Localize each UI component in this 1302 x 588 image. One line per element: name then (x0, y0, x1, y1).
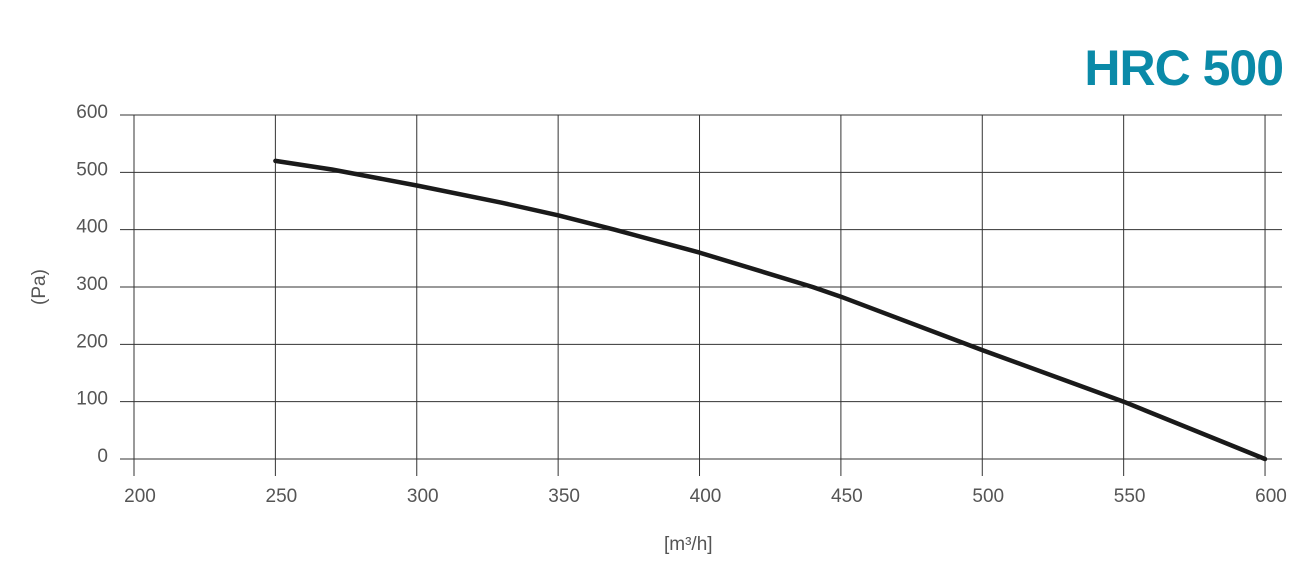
y-tick-label: 600 (76, 102, 108, 123)
x-axis-label: [m³/h] (664, 534, 713, 555)
y-tick-label: 500 (76, 159, 108, 180)
x-tick-label: 500 (972, 486, 1004, 507)
chart-title: HRC 500 (1084, 40, 1283, 96)
x-tick-label: 400 (690, 486, 722, 507)
x-tick-label: 200 (124, 486, 156, 507)
data-line (273, 158, 1268, 462)
x-tick-label: 250 (266, 486, 298, 507)
x-tick-label: 450 (831, 486, 863, 507)
y-tick-label: 100 (76, 389, 108, 410)
x-tick-label: 550 (1114, 486, 1146, 507)
y-tick-label: 0 (97, 446, 108, 467)
x-tick-label: 300 (407, 486, 439, 507)
y-tick-label: 200 (76, 331, 108, 352)
y-tick-label: 400 (76, 217, 108, 238)
x-tick-label: 600 (1255, 486, 1287, 507)
y-axis-label: (Pa) (29, 269, 50, 305)
y-tick-label: 300 (76, 274, 108, 295)
x-tick-label: 350 (548, 486, 580, 507)
